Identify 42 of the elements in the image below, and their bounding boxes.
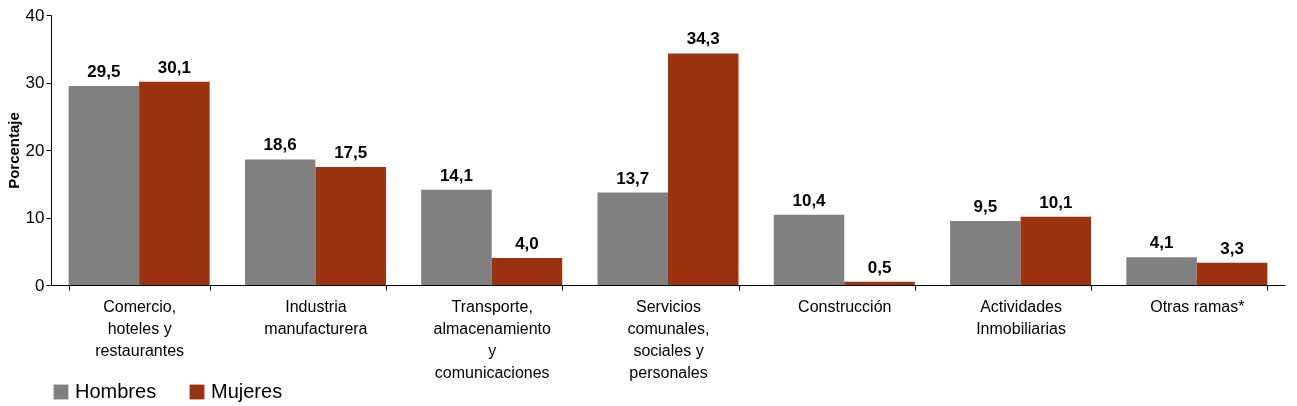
x-tick-label: Industria manufacturera — [264, 297, 368, 337]
bar — [68, 85, 140, 285]
bar — [421, 189, 492, 285]
data-label: 17,5 — [334, 142, 368, 162]
bar — [244, 159, 316, 285]
bar — [1020, 216, 1092, 285]
data-label: 4,1 — [1149, 233, 1174, 253]
x-tick-label: Actividades Inmobiliarias — [976, 297, 1066, 337]
legend-label: Hombres — [75, 380, 157, 402]
x-tick-label: Transporte, almacenamiento y comunicaciones — [433, 297, 552, 381]
bar — [950, 220, 1021, 285]
data-label: 13,7 — [616, 168, 650, 188]
x-tick-label: Construcción — [798, 297, 892, 315]
data-label: 14,1 — [439, 165, 473, 185]
x-tick-label: Servicios comunales, sociales y personales — [627, 297, 710, 381]
bar — [315, 166, 386, 285]
data-label: 18,6 — [263, 135, 297, 155]
data-label: 34,3 — [686, 29, 720, 49]
data-label: 3,3 — [1220, 238, 1244, 258]
x-tick-label: Otras ramas* — [1150, 297, 1245, 315]
data-label: 4,0 — [515, 234, 539, 253]
data-label: 30,1 — [157, 57, 191, 77]
bar — [1196, 262, 1268, 285]
data-label: 10,4 — [792, 190, 827, 210]
legend-label: Mujeres — [211, 380, 283, 402]
bar — [668, 53, 739, 285]
data-label: 0,5 — [867, 257, 892, 277]
data-label: 29,5 — [87, 61, 121, 81]
y-tick-label: 30 — [25, 73, 45, 92]
bar — [597, 192, 668, 285]
y-tick-label: 40 — [25, 5, 45, 25]
bar — [773, 214, 845, 285]
y-tick-label: 20 — [25, 140, 45, 160]
bar — [491, 258, 563, 285]
y-tick-label: 0 — [35, 275, 45, 295]
y-tick-label: 10 — [25, 208, 45, 227]
x-tick-label: Comercio, hoteles y restaurantes — [95, 297, 185, 359]
bar — [139, 81, 210, 285]
data-label: 10,1 — [1039, 192, 1073, 212]
y-axis-title: Porcentaje — [4, 112, 22, 189]
bar — [1126, 257, 1197, 285]
data-label: 9,5 — [973, 196, 998, 216]
